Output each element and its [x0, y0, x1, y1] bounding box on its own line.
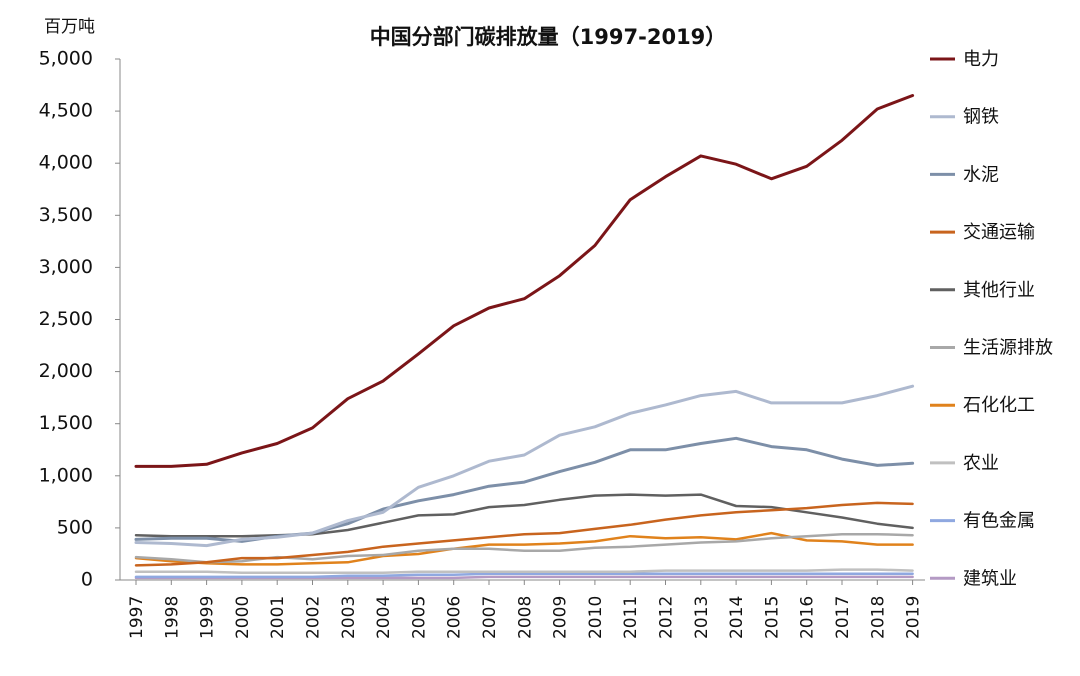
y-tick-label: 2,000: [39, 360, 93, 382]
x-tick-label: 2017: [833, 596, 853, 639]
y-tick-label: 3,500: [39, 204, 93, 226]
x-tick-label: 2004: [374, 596, 394, 639]
y-tick-label: 1,500: [39, 412, 93, 434]
y-tick-labels: 0 500 1,000 1,500 2,000 2,500 3,000 3,500 4,000 4…: [39, 48, 93, 591]
series-line: [134, 501, 914, 567]
y-tick-label: 2,500: [39, 308, 93, 330]
legend-label: 其他行业: [963, 280, 1035, 301]
legend-label: 石化化工: [963, 395, 1035, 416]
legend-label: 水泥: [963, 164, 999, 185]
y-tick-label: 4,000: [39, 152, 93, 174]
x-tick-label: 2008: [515, 596, 535, 639]
y-tick-label: 5,000: [39, 48, 93, 70]
x-tick-label: 2000: [233, 596, 253, 639]
legend-label: 交通运输: [963, 222, 1035, 243]
x-tick-label: 2003: [339, 596, 359, 639]
series-line: [134, 572, 914, 579]
legend-label: 生活源排放: [963, 338, 1053, 359]
x-tick-label: 2015: [762, 596, 782, 639]
y-tick-label: 3,000: [39, 256, 93, 278]
y-axis-unit-label: 百万吨: [44, 17, 95, 37]
x-tick-label: 1998: [162, 596, 182, 639]
chart-title: 中国分部门碳排放量（1997-2019）: [370, 25, 727, 49]
series-line: [134, 384, 915, 548]
x-tick-label: 2005: [409, 596, 429, 639]
x-tick-label: 2002: [304, 596, 324, 639]
x-tick-label: 2012: [657, 596, 677, 639]
x-tick-label: 1999: [198, 596, 218, 639]
x-tick-label: 2009: [551, 596, 571, 639]
series-line: [134, 94, 915, 468]
x-tick-labels: 1997 1998 1999 2000 2001 2002 2003 2004 2005 2006…: [127, 596, 924, 639]
x-tick-label: 1997: [127, 596, 147, 639]
y-tick-label: 4,500: [39, 100, 93, 122]
axes: [115, 58, 925, 585]
x-tick-label: 2016: [798, 596, 818, 639]
x-tick-label: 2001: [268, 596, 288, 639]
x-tick-label: 2014: [727, 596, 747, 639]
x-tick-label: 2013: [692, 596, 712, 639]
legend-label: 建筑业: [963, 568, 1017, 589]
y-tick-label: 1,000: [39, 464, 93, 486]
x-tick-label: 2007: [480, 596, 500, 639]
y-tick-label: 0: [81, 569, 93, 591]
series-lines: [134, 94, 915, 580]
series-line: [134, 531, 914, 566]
x-tick-label: 2006: [445, 596, 465, 639]
x-tick-label: 2019: [904, 596, 924, 639]
series-line: [134, 568, 914, 574]
legend-label: 有色金属: [963, 511, 1035, 532]
series-line: [134, 493, 914, 538]
x-tick-label: 2018: [868, 596, 888, 639]
legend-label: 农业: [963, 453, 999, 474]
y-tick-label: 500: [57, 516, 93, 538]
legend-label: 电力: [963, 49, 999, 70]
x-tick-label: 2011: [621, 596, 641, 639]
x-tick-label: 2010: [586, 596, 606, 639]
legend-label: 钢铁: [963, 107, 999, 128]
